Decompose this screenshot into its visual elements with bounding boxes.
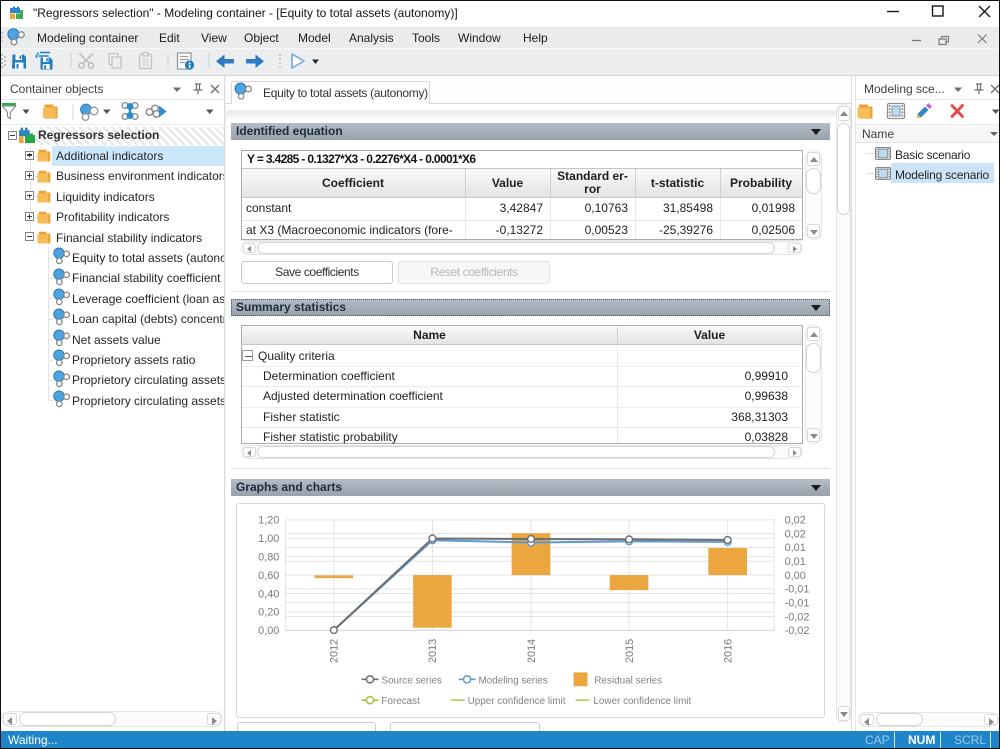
svg-text:Forecast: Forecast — [381, 696, 420, 707]
svg-text:1,20: 1,20 — [258, 515, 279, 527]
svg-text:0,01: 0,01 — [785, 556, 806, 568]
svg-text:0,60: 0,60 — [258, 570, 279, 582]
svg-text:0,20: 0,20 — [258, 607, 279, 619]
svg-text:2013: 2013 — [427, 639, 439, 663]
svg-text:-0,01: -0,01 — [785, 597, 810, 609]
svg-text:1,00: 1,00 — [258, 533, 279, 545]
svg-text:0,02: 0,02 — [785, 528, 806, 540]
svg-text:0,80: 0,80 — [258, 551, 279, 563]
svg-text:2012: 2012 — [329, 639, 341, 663]
svg-text:Residual series: Residual series — [594, 675, 662, 686]
svg-text:2015: 2015 — [624, 639, 636, 663]
svg-text:Upper confidence limit: Upper confidence limit — [468, 696, 566, 707]
svg-text:0,40: 0,40 — [258, 588, 279, 600]
svg-text:2014: 2014 — [526, 639, 538, 663]
svg-text:-0,02: -0,02 — [785, 625, 810, 637]
svg-text:Modeling series: Modeling series — [478, 675, 547, 686]
svg-text:-0,01: -0,01 — [785, 584, 810, 596]
svg-text:2016: 2016 — [722, 639, 734, 663]
svg-text:0,01: 0,01 — [785, 542, 806, 554]
svg-text:0,02: 0,02 — [785, 515, 806, 527]
svg-text:-0,02: -0,02 — [785, 611, 810, 623]
svg-text:Source series: Source series — [381, 675, 442, 686]
svg-text:0,00: 0,00 — [785, 570, 806, 582]
svg-text:Lower confidence limit: Lower confidence limit — [593, 696, 691, 707]
svg-text:0,00: 0,00 — [258, 625, 279, 637]
